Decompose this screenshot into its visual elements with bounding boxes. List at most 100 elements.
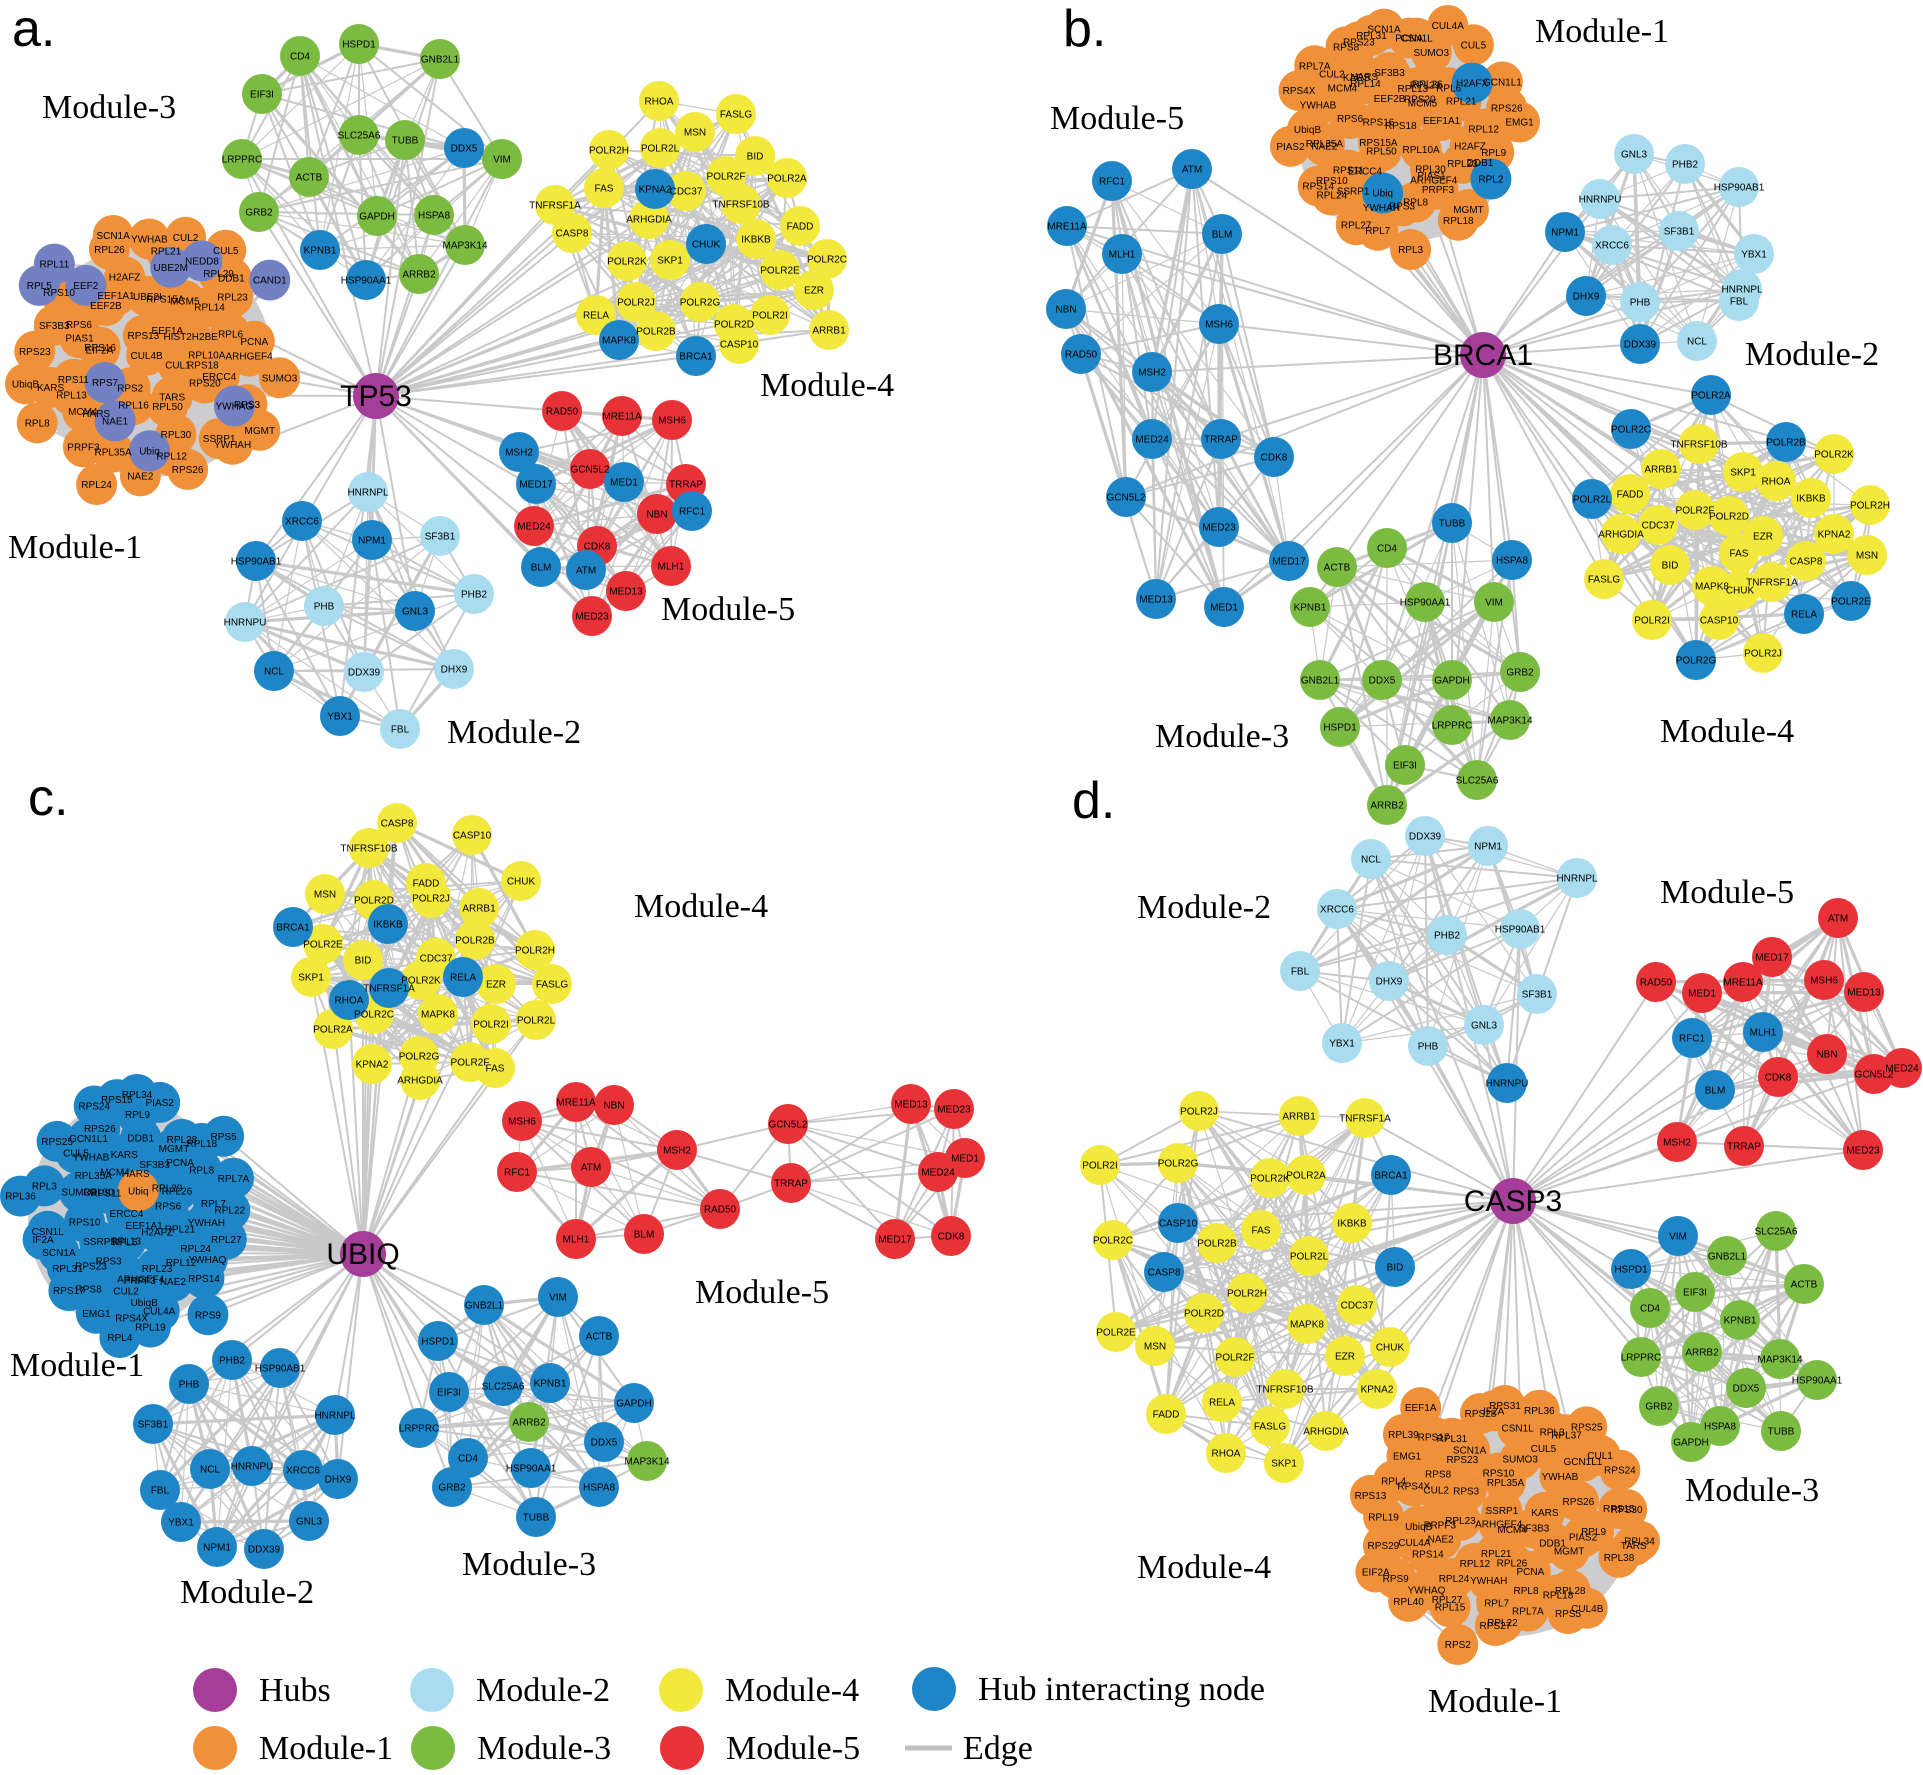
svg-text:HNRNPL: HNRNPL (314, 1411, 356, 1422)
svg-text:PHB2: PHB2 (1672, 160, 1699, 171)
svg-text:TARS: TARS (1621, 1541, 1647, 1552)
svg-text:RPS6: RPS6 (1337, 114, 1364, 125)
svg-text:EZR: EZR (804, 286, 824, 297)
svg-text:CD4: CD4 (290, 52, 310, 63)
svg-text:TP53: TP53 (340, 380, 412, 413)
svg-text:SSRP1: SSRP1 (83, 1237, 116, 1248)
svg-text:RPS14: RPS14 (1302, 182, 1334, 193)
svg-text:EEF1A1: EEF1A1 (97, 291, 135, 302)
svg-text:NPM1: NPM1 (1474, 842, 1502, 853)
svg-text:ARHGDIA: ARHGDIA (1598, 530, 1644, 541)
svg-text:KARS: KARS (1343, 73, 1371, 84)
svg-text:IKBKB: IKBKB (1796, 494, 1826, 505)
svg-text:ATM: ATM (1828, 914, 1848, 925)
svg-text:MGMT: MGMT (159, 1144, 190, 1155)
svg-text:POLR2H: POLR2H (589, 146, 629, 157)
svg-text:NAE1: NAE1 (102, 417, 129, 428)
svg-text:SLC25A6: SLC25A6 (482, 1382, 525, 1393)
svg-text:RPL26: RPL26 (94, 245, 125, 256)
svg-text:HSP90AB1: HSP90AB1 (231, 557, 282, 568)
svg-text:POLR2D: POLR2D (1184, 1309, 1224, 1320)
svg-text:EZR: EZR (486, 980, 506, 991)
svg-text:PCNA: PCNA (1517, 1567, 1545, 1578)
svg-text:RAD50: RAD50 (1640, 978, 1673, 989)
svg-text:ARRB1: ARRB1 (462, 904, 496, 915)
svg-text:EIF3I: EIF3I (1683, 1288, 1707, 1299)
svg-text:KPNB1: KPNB1 (1724, 1316, 1757, 1327)
svg-text:POLR2H: POLR2H (515, 946, 555, 957)
svg-text:MSH2: MSH2 (505, 448, 533, 459)
svg-text:SCN1A: SCN1A (42, 1248, 76, 1259)
svg-text:NBN: NBN (1055, 305, 1076, 316)
svg-text:ARHGEF4: ARHGEF4 (1410, 176, 1458, 187)
svg-text:POLR2L: POLR2L (1290, 1252, 1329, 1263)
svg-text:CUL2: CUL2 (1319, 69, 1345, 80)
svg-text:ARHGDIA: ARHGDIA (1303, 1427, 1349, 1438)
svg-text:HNRNPU: HNRNPU (1486, 1079, 1529, 1090)
svg-text:POLR2D: POLR2D (354, 896, 394, 907)
svg-text:NCL: NCL (264, 667, 284, 678)
svg-text:GAPDH: GAPDH (359, 212, 395, 223)
svg-text:MSH2: MSH2 (1663, 1138, 1691, 1149)
svg-text:XRCC6: XRCC6 (286, 1466, 320, 1477)
svg-text:POLR2E: POLR2E (303, 940, 343, 951)
svg-text:RPL9: RPL9 (1481, 148, 1506, 159)
svg-text:TARS: TARS (159, 392, 185, 403)
svg-text:RPS9: RPS9 (1383, 1574, 1410, 1585)
svg-text:KARS: KARS (1531, 1508, 1559, 1519)
svg-text:MAPK8: MAPK8 (1695, 582, 1729, 593)
svg-text:RPL23: RPL23 (142, 1264, 173, 1275)
svg-text:ARRB1: ARRB1 (1282, 1112, 1316, 1123)
svg-text:VIM: VIM (1669, 1232, 1687, 1243)
svg-text:MED23: MED23 (1202, 523, 1236, 534)
svg-text:POLR2I: POLR2I (1634, 616, 1670, 627)
svg-text:LRPPRC: LRPPRC (1432, 721, 1473, 732)
svg-text:GCN5L2: GCN5L2 (1855, 1070, 1894, 1081)
svg-text:RPS3: RPS3 (96, 1256, 123, 1267)
svg-text:NBN: NBN (1816, 1050, 1837, 1061)
svg-text:RPS11: RPS11 (58, 375, 89, 386)
svg-text:SKP1: SKP1 (1271, 1459, 1297, 1470)
svg-text:CUL5: CUL5 (63, 1149, 89, 1160)
svg-text:ACTB: ACTB (296, 173, 323, 184)
svg-text:POLR2J: POLR2J (1744, 649, 1782, 660)
svg-text:HSP90AA1: HSP90AA1 (1400, 598, 1451, 609)
svg-text:MGMT: MGMT (1554, 1546, 1585, 1557)
svg-text:RPL40: RPL40 (1393, 1597, 1424, 1608)
svg-text:RPS14: RPS14 (1412, 1549, 1444, 1560)
svg-text:GAPDH: GAPDH (1673, 1438, 1709, 1449)
svg-text:FBL: FBL (1730, 297, 1749, 308)
svg-text:RPL23: RPL23 (217, 293, 248, 304)
svg-text:RPS25: RPS25 (1571, 1423, 1603, 1434)
svg-text:TRRAP: TRRAP (669, 480, 703, 491)
svg-text:NAE2: NAE2 (160, 1277, 187, 1288)
svg-text:FASLG: FASLG (536, 980, 568, 991)
svg-text:YWHAH: YWHAH (188, 1218, 225, 1229)
svg-text:MLH1: MLH1 (1109, 250, 1136, 261)
svg-text:GNL3: GNL3 (1621, 150, 1648, 161)
svg-text:RPL2: RPL2 (1478, 175, 1503, 186)
svg-text:RPS4X: RPS4X (115, 1314, 148, 1325)
svg-text:BID: BID (1662, 561, 1679, 572)
svg-text:RPL18: RPL18 (1543, 1590, 1574, 1601)
svg-text:MED1: MED1 (1210, 603, 1238, 614)
svg-text:RPL37: RPL37 (1551, 1430, 1582, 1441)
svg-text:TNFRSF1A: TNFRSF1A (529, 201, 581, 212)
svg-text:KPNB1: KPNB1 (534, 1379, 567, 1390)
svg-text:EIF2A: EIF2A (86, 346, 114, 357)
svg-text:CHUK: CHUK (1726, 586, 1755, 597)
svg-text:CSN1L: CSN1L (1501, 1424, 1534, 1435)
svg-text:Module-1: Module-1 (1428, 1683, 1562, 1720)
svg-text:DDB1: DDB1 (1539, 1538, 1566, 1549)
svg-text:RPL21: RPL21 (1481, 1549, 1512, 1560)
svg-text:RPS13: RPS13 (1355, 1491, 1387, 1502)
svg-text:DDX39: DDX39 (1409, 832, 1442, 843)
svg-text:RPL12: RPL12 (1468, 125, 1499, 136)
svg-text:MED24: MED24 (517, 522, 551, 533)
svg-text:Module-2: Module-2 (447, 714, 581, 751)
svg-text:Module-4: Module-4 (725, 1672, 859, 1709)
svg-text:ATM: ATM (576, 566, 596, 577)
svg-text:POLR2L: POLR2L (641, 144, 680, 155)
svg-text:RPL35A: RPL35A (94, 448, 132, 459)
svg-text:Module-2: Module-2 (476, 1672, 610, 1709)
